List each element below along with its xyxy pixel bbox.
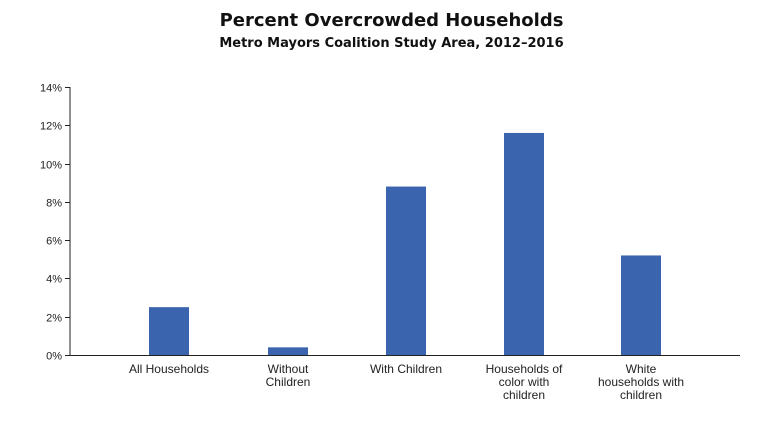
x-category-label-line: children [503, 388, 545, 402]
x-category-label-line: color with [499, 375, 550, 389]
x-category-label-line: children [620, 388, 662, 402]
x-category-label-line: White [626, 362, 657, 376]
bar [386, 186, 426, 355]
x-category-label: White households with children [598, 362, 684, 402]
y-tick-label: 8% [46, 198, 62, 210]
x-category-label-line: With Children [370, 362, 442, 376]
x-category-label: With Children [370, 362, 442, 376]
bars [149, 132, 661, 355]
x-category-label-line: households with [598, 375, 684, 389]
x-category-label-line: All Households [129, 362, 209, 376]
x-category-label: Without Children [266, 362, 311, 389]
x-category-label-line: Children [266, 375, 311, 389]
category-labels: All Households Without Children With Childr… [129, 362, 684, 402]
x-category-label: All Households [129, 362, 209, 376]
x-category-label: Households of color with children [486, 362, 563, 402]
y-tick-label: 6% [46, 236, 62, 248]
y-tick-label: 2% [46, 313, 62, 325]
y-tick-label: 4% [46, 274, 62, 286]
x-category-label-line: Without [268, 362, 309, 376]
y-tick-label: 14% [40, 83, 62, 95]
bar [621, 255, 661, 355]
chart-title: Percent Overcrowded Households [219, 10, 564, 31]
y-tick-label: 12% [40, 121, 62, 133]
chart-subtitle: Metro Mayors Coalition Study Area, 2012–… [219, 36, 564, 51]
bar [504, 132, 544, 355]
y-axis: 0% 2% 4% 6% 8% 10% 12% 14% [40, 83, 71, 363]
bar [149, 307, 189, 355]
bar [268, 347, 308, 355]
y-tick-label: 0% [46, 351, 62, 363]
y-tick-label: 10% [40, 160, 62, 172]
x-category-label-line: Households of [486, 362, 563, 376]
